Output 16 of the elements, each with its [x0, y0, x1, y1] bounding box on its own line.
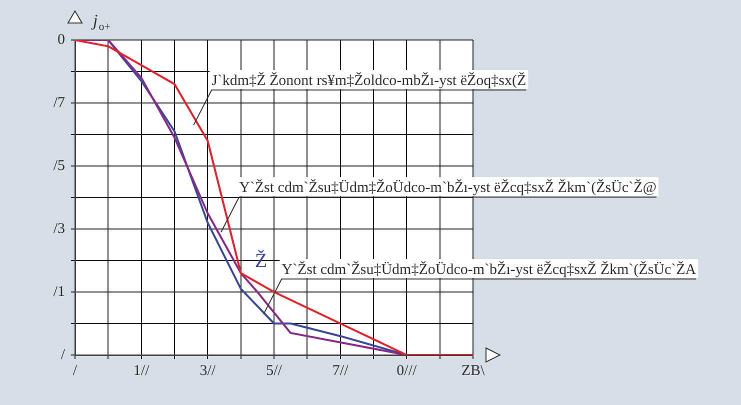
annotation: Y`Žst cdm`Žsu‡Üdm‡ŽoÜdco-m`bŽı-yst ëŽcq‡sxŽ Žkm`(ŽsÜc`ŽA — [282, 261, 696, 278]
x-tick-label: 5// — [266, 362, 283, 379]
text: /3 — [53, 220, 65, 237]
x-tick-label: / — [72, 362, 78, 379]
x-tick-label: ZB\ — [461, 362, 486, 379]
x-tick-label: 7// — [332, 362, 350, 379]
text: /5 — [53, 158, 65, 174]
annotation: Y`Žst cdm`Žsu‡Üdm‡ŽoÜdco-m`bŽı-yst ëŽcq‡sxŽ Žkm`(ŽsÜc`Ž@ — [239, 179, 657, 196]
annotation: J`kdm‡Ž Žonont rs¥m‡Žoldco-mbŽı-yst ëŽoq‡sx(Ž — [212, 72, 526, 90]
x-tick-label: 3// — [200, 362, 216, 379]
text: 0 — [58, 32, 65, 48]
x-tick-label: 1// — [133, 362, 150, 379]
text: /1 — [53, 284, 65, 300]
text: / — [60, 346, 66, 363]
text: /7 — [53, 94, 66, 111]
x-tick-label: 0/// — [396, 362, 418, 379]
